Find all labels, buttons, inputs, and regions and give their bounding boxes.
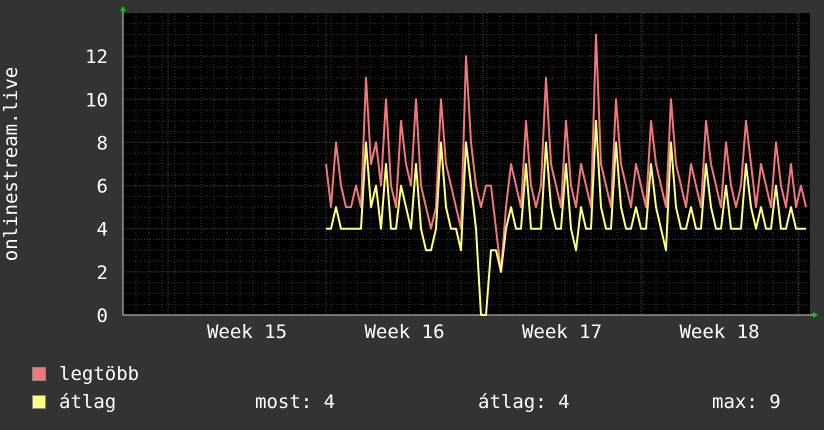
x-tick-label: Week 16 (364, 321, 444, 343)
y-axis-arrow (120, 6, 126, 11)
y-tick-label: 2 (97, 262, 108, 284)
legend-label-max: legtöbb (59, 363, 140, 385)
stat-now: most: 4 (255, 391, 336, 413)
legend-item-avg: átlag (32, 391, 117, 413)
y-axis-label: onlinestream.live (0, 67, 22, 261)
stat-average: átlag: 4 (478, 391, 570, 413)
y-tick-label: 0 (97, 305, 108, 327)
x-axis-arrow (813, 312, 818, 318)
x-tick-label: Week 15 (207, 321, 287, 343)
legend-swatch-avg (32, 395, 46, 409)
series-line-max (325, 33, 807, 273)
y-tick-label: 6 (97, 176, 108, 198)
legend-label-avg: átlag (59, 391, 117, 413)
y-tick-label: 4 (97, 219, 108, 241)
stat-max: max: 9 (712, 391, 781, 413)
x-tick-label: Week 17 (522, 321, 602, 343)
legend-swatch-max (32, 367, 46, 381)
x-tick-label: Week 18 (679, 321, 759, 343)
y-tick-label: 8 (97, 132, 108, 154)
legend-item-max: legtöbb (32, 363, 140, 385)
y-tick-label: 12 (85, 46, 108, 68)
series-line-avg (326, 119, 806, 316)
y-tick-label: 10 (85, 89, 108, 111)
